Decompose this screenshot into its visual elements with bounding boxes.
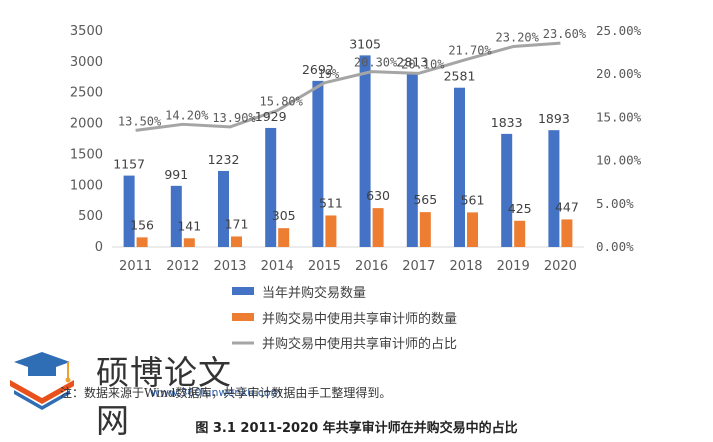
- legend-swatch-0: [232, 287, 254, 295]
- x-tick-label: 2011: [119, 259, 152, 274]
- bar-trade-count-label: 3105: [349, 36, 381, 51]
- bar-trade-count: [501, 133, 513, 247]
- bar-trade-count: [454, 87, 465, 248]
- bar-trade-count-label: 2581: [444, 69, 476, 84]
- bar-shared-auditor-count: [325, 215, 337, 247]
- bar-shared-auditor-count: [514, 220, 526, 247]
- x-tick-label: 2018: [449, 259, 482, 274]
- share-ratio-label: 23.20%: [496, 31, 540, 45]
- y-left-tick-label: 1500: [70, 147, 103, 162]
- watermark-logo: 硕博论文网 www.360lunwenku.com: [8, 346, 281, 440]
- bar-trade-count: [312, 80, 324, 247]
- bar-shared-auditor-count: [136, 237, 148, 247]
- bar-shared-auditor-count-label: 156: [130, 217, 154, 232]
- figure-caption: 图 3.1 2011-2020 年共享审计师在并购交易中的占比: [195, 421, 518, 436]
- share-ratio-label: 23.60%: [543, 27, 587, 41]
- bar-trade-count-label: 2692: [302, 62, 334, 77]
- x-tick-label: 2020: [544, 259, 577, 274]
- y-left-tick-label: 0: [95, 240, 103, 255]
- x-tick-label: 2017: [402, 259, 435, 274]
- legend-label-1: 并购交易中使用共享审计师的数量: [262, 311, 457, 327]
- share-ratio-label: 19%: [318, 67, 340, 81]
- x-tick-label: 2014: [261, 259, 294, 274]
- y-left-tick-label: 2000: [70, 117, 103, 132]
- bar-shared-auditor-count: [372, 208, 384, 247]
- y-right-tick-label: 5.00%: [596, 196, 634, 211]
- bar-trade-count: [359, 55, 371, 248]
- source-note: 注：数据来源于Wind数据库，共享审计数据由手工整理得到。: [60, 386, 392, 400]
- bar-trade-count-label: 2813: [396, 54, 428, 69]
- bar-trade-count-label: 1157: [113, 157, 145, 172]
- bar-trade-count: [170, 185, 182, 247]
- bar-trade-count-label: 1929: [255, 109, 287, 124]
- x-tick-label: 2016: [355, 259, 388, 274]
- bar-shared-auditor-count: [561, 219, 573, 247]
- bar-shared-auditor-count-label: 171: [225, 216, 249, 231]
- bar-shared-auditor-count: [278, 228, 290, 247]
- x-tick-label: 2015: [308, 259, 341, 274]
- y-right-tick-label: 10.00%: [596, 153, 642, 168]
- bar-trade-count-label: 1893: [538, 111, 570, 126]
- share-ratio-label: 13.50%: [118, 114, 162, 128]
- x-tick-label: 2012: [166, 259, 199, 274]
- legend-label-2: 并购交易中使用共享审计师的占比: [262, 336, 457, 352]
- y-right-tick-label: 0.00%: [596, 239, 634, 254]
- bar-shared-auditor-count-label: 565: [413, 192, 437, 207]
- y-left-tick-label: 500: [78, 209, 103, 224]
- y-left-tick-label: 3000: [70, 55, 103, 70]
- watermark-url: www.360lunwenku.com: [151, 386, 282, 399]
- y-left-tick-label: 3500: [70, 24, 103, 39]
- bar-shared-auditor-count-label: 447: [555, 199, 579, 214]
- bar-trade-count-label: 1232: [208, 152, 240, 167]
- share-ratio-line: [135, 41, 561, 132]
- bar-trade-count-label: 1833: [491, 115, 523, 130]
- bar-shared-auditor-count: [183, 238, 195, 247]
- y-left-tick-label: 2500: [70, 86, 103, 101]
- share-ratio-label: 15.80%: [260, 94, 304, 108]
- bar-trade-count: [123, 175, 135, 247]
- share-ratio-label: 20.10%: [401, 57, 445, 71]
- bar-trade-count: [406, 73, 418, 248]
- bar-shared-auditor-count-label: 425: [508, 201, 532, 216]
- bar-shared-auditor-count: [231, 236, 242, 247]
- bar-shared-auditor-count-label: 561: [461, 192, 485, 207]
- y-right-tick-label: 15.00%: [596, 109, 642, 124]
- bar-shared-auditor-count-label: 141: [177, 218, 201, 233]
- bar-trade-count: [548, 130, 560, 247]
- y-right-tick-label: 20.00%: [596, 66, 642, 81]
- share-ratio-label: 20.30%: [354, 56, 398, 70]
- x-tick-label: 2013: [213, 259, 246, 274]
- y-left-tick-label: 1000: [70, 178, 103, 193]
- share-ratio-label: 21.70%: [448, 44, 492, 58]
- share-ratio-label: 13.90%: [212, 111, 256, 125]
- watermark-title: 硕博论文网: [96, 353, 232, 440]
- bar-shared-auditor-count: [419, 212, 431, 247]
- bar-shared-auditor-count: [467, 212, 478, 247]
- legend-swatch-1: [232, 313, 254, 321]
- bar-trade-count-label: 991: [164, 167, 188, 182]
- bar-trade-count: [218, 170, 229, 247]
- bar-trade-count: [265, 127, 277, 247]
- graduation-cap-icon: [10, 352, 74, 410]
- bar-shared-auditor-count-label: 511: [319, 195, 343, 210]
- bar-shared-auditor-count-label: 630: [366, 188, 390, 203]
- x-tick-label: 2019: [497, 259, 530, 274]
- share-ratio-label: 14.20%: [165, 108, 209, 122]
- legend-label-0: 当年并购交易数量: [262, 285, 366, 301]
- bar-shared-auditor-count-label: 305: [272, 208, 296, 223]
- y-right-tick-label: 25.00%: [596, 23, 642, 38]
